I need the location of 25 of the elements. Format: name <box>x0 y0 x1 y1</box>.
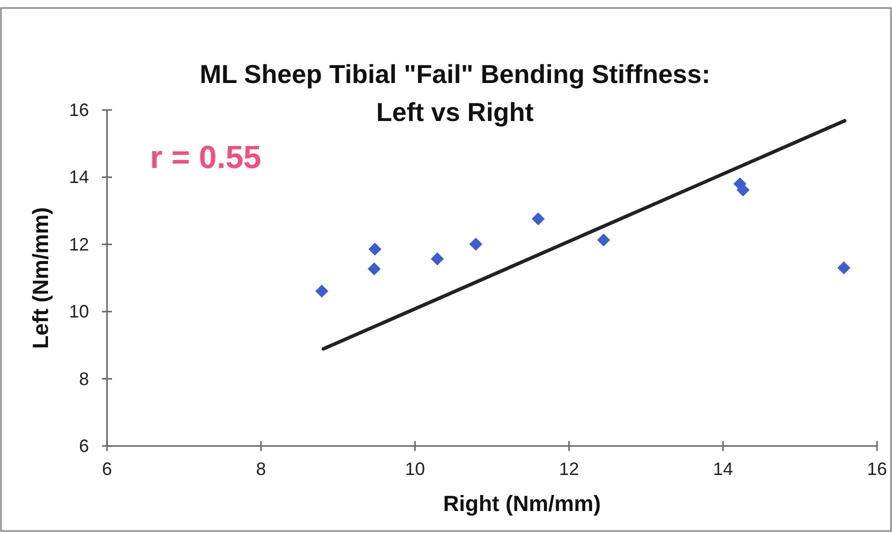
y-tick-label: 10 <box>68 302 89 322</box>
point <box>368 242 382 256</box>
y-tick-label: 6 <box>78 436 89 456</box>
x-tick-label: 14 <box>712 459 734 479</box>
point <box>430 252 444 266</box>
x-axis-title: Right (Nm/mm) <box>443 491 601 516</box>
x-tick-label: 8 <box>256 459 266 479</box>
y-tick-label: 12 <box>68 234 89 254</box>
point <box>315 284 328 298</box>
point <box>837 261 850 274</box>
annotation: r = 0.55 <box>150 139 262 175</box>
x-tick-label: 12 <box>558 459 580 479</box>
point <box>597 234 610 247</box>
x-tick-label: 6 <box>102 459 112 479</box>
point <box>532 212 545 226</box>
y-tick-label: 8 <box>78 368 89 389</box>
chart-title: ML Sheep Tibial "Fail" Bending Stiffness: Left vs Right <box>200 59 710 127</box>
y-tick-label: 16 <box>68 100 89 120</box>
y-axis-title: Left (Nm/mm) <box>28 207 53 349</box>
x-tick-label: 16 <box>866 459 888 479</box>
point <box>469 238 482 251</box>
y-tick-label: 14 <box>68 167 89 188</box>
x-tick-label: 10 <box>404 459 426 479</box>
point <box>736 183 750 196</box>
point <box>368 262 381 276</box>
